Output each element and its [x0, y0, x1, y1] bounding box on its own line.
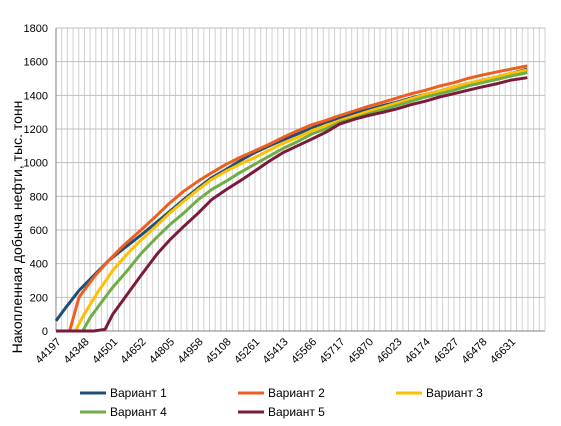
grid — [55, 27, 546, 332]
y-tick-label: 400 — [30, 259, 48, 271]
series-line-3 — [73, 68, 528, 332]
y-tick-label: 1800 — [24, 23, 48, 35]
y-tick-label: 0 — [42, 326, 48, 338]
legend-label-1: Вариант 1 — [110, 386, 167, 400]
legend-label-4: Вариант 4 — [110, 405, 167, 419]
x-tick-label: 44652 — [118, 336, 148, 366]
legend: Вариант 1 Вариант 2 Вариант 3 Вариант 4 Вари… — [80, 386, 483, 419]
y-tick-label: 600 — [30, 225, 48, 237]
y-tick-label: 1200 — [24, 124, 48, 136]
x-tick-label: 45108 — [204, 336, 234, 366]
x-tick-label: 46478 — [460, 336, 490, 366]
x-tick-label: 44501 — [90, 336, 120, 366]
x-tick-label: 44197 — [33, 336, 63, 366]
x-tick-label: 46631 — [488, 336, 518, 366]
x-tick-label: 44348 — [62, 336, 92, 366]
x-tick-label: 46174 — [403, 336, 433, 366]
series-line-1 — [54, 67, 528, 322]
y-axis-label: Накопленная добыча нефти, тыс. тонн — [9, 101, 25, 354]
x-tick-label: 46327 — [431, 336, 461, 366]
legend-label-3: Вариант 3 — [426, 386, 483, 400]
x-tick-label: 45413 — [261, 336, 291, 366]
y-tick-label: 1000 — [24, 158, 48, 170]
y-tick-label: 200 — [30, 292, 48, 304]
series-line-2 — [68, 64, 528, 332]
x-tick-label: 44958 — [176, 336, 206, 366]
legend-label-2: Вариант 2 — [268, 386, 325, 400]
y-tick-label: 1400 — [24, 90, 48, 102]
x-tick-label: 45566 — [289, 336, 319, 366]
legend-label-5: Вариант 5 — [268, 405, 325, 419]
x-tick-label: 45870 — [346, 336, 376, 366]
series-line-4 — [81, 71, 528, 332]
y-tick-labels: 0 200 400 600 800 1000 1200 1400 1600 1800 — [24, 23, 48, 338]
series-lines — [54, 64, 528, 333]
y-tick-label: 1600 — [24, 57, 48, 69]
x-tick-label: 44805 — [147, 336, 177, 366]
x-tick-label: 45261 — [232, 336, 262, 366]
series-line-5 — [56, 76, 528, 333]
x-tick-label: 46023 — [375, 336, 405, 366]
axes — [55, 28, 545, 332]
y-tick-label: 800 — [30, 191, 48, 203]
x-tick-label: 45717 — [317, 336, 347, 366]
x-tick-labels: 4419744348445014465244805449584510845261… — [33, 336, 518, 366]
